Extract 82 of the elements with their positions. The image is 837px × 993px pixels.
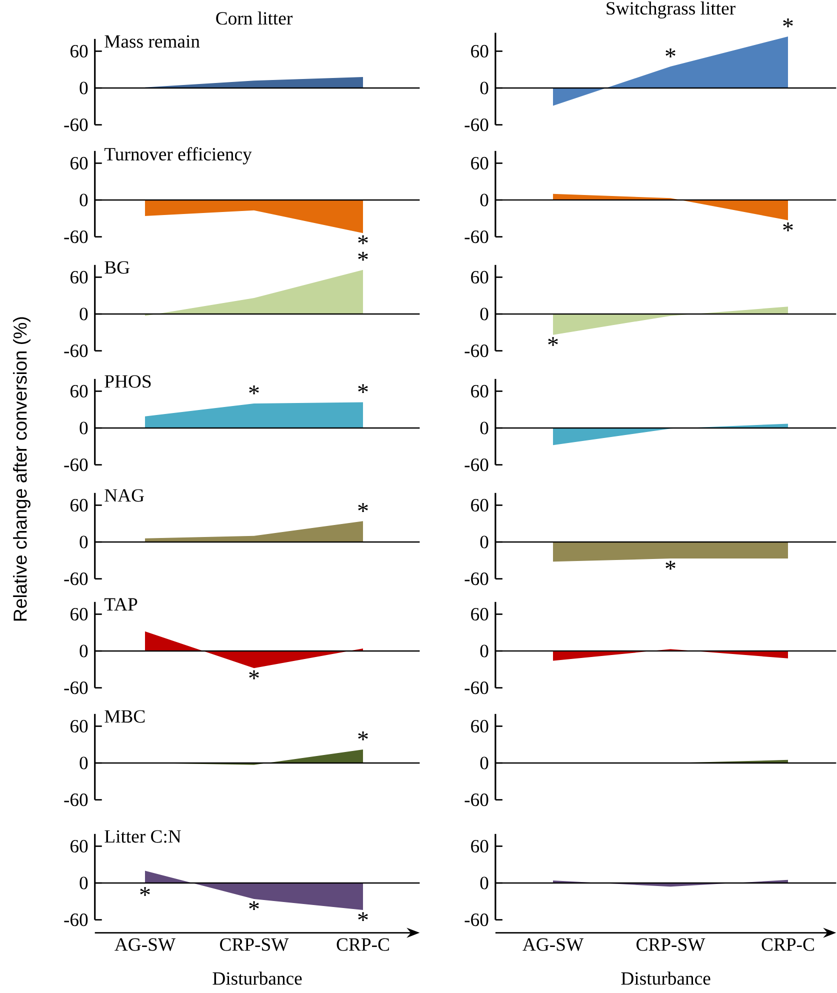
chart-title: PHOS [104,375,151,388]
y-tick-label: -60 [464,572,488,586]
y-tick-label: 0 [80,536,88,548]
y-tick-label: -60 [64,793,88,806]
y-tick-label: 0 [480,82,488,94]
y-tick-label: -60 [64,118,88,132]
annotation: * [783,222,793,232]
y-tick-label: 0 [80,422,88,434]
y-tick-label: 60 [471,498,488,512]
annotation: * [249,901,259,910]
x-tick-label: AG-SW [114,938,176,951]
y-tick-label: 60 [471,270,488,284]
y-tick-label: 60 [471,608,488,620]
chart-title: MBC [104,710,145,723]
annotation: * [358,235,368,244]
annotation: * [358,384,368,394]
annotation: * [249,385,259,394]
chart-subtitle: Switchgrass litter [606,2,736,19]
chart-subtitle: Corn litter [216,12,292,25]
x-tick-label: CRP-SW [220,938,289,951]
y-tick-label: 0 [80,194,88,206]
y-tick-label: -60 [64,230,88,244]
y-tick-label: 60 [471,840,488,852]
y-tick-label: -60 [64,681,88,694]
y-tick-label: 60 [471,720,488,732]
y-tick-label: -60 [464,118,488,132]
y-tick-label: 60 [70,156,88,170]
chart-title: Litter C:N [104,830,181,843]
annotation: * [358,912,368,922]
x-tick-label: CRP-C [336,938,389,951]
annotation: * [358,252,368,261]
y-tick-label: 0 [80,82,88,94]
y-tick-label: 0 [480,536,488,548]
y-tick-label: 0 [480,876,488,890]
y-tick-label: 60 [471,44,488,58]
annotation: * [140,887,150,896]
y-tick-label: -60 [464,230,488,244]
y-tick-label: 0 [480,194,488,206]
x-tick-label: CRP-C [762,938,814,951]
y-tick-label: 60 [70,840,88,852]
y-tick-label: 0 [80,756,88,770]
y-tick-label: -60 [464,793,488,806]
annotation: * [358,732,368,740]
annotation: * [548,337,558,346]
y-tick-label: -60 [464,344,488,358]
y-tick-label: 60 [70,720,88,732]
y-tick-label: 0 [80,644,88,658]
annotation: * [249,670,259,680]
chart-title: TAP [104,598,138,611]
y-tick-label: 60 [70,498,88,512]
y-tick-label: 0 [480,422,488,434]
y-tick-label: -60 [464,458,488,472]
y-tick-label: 60 [70,44,88,58]
chart-title: Turnover efficiency [104,147,252,164]
annotation: * [358,503,368,512]
y-tick-label: -60 [64,344,88,358]
y-tick-label: 60 [70,384,88,398]
y-tick-label: -60 [64,458,88,472]
y-tick-label: 0 [480,644,488,658]
y-tick-label: 0 [480,308,488,320]
y-tick-label: 0 [480,756,488,770]
x-tick-label: AG-SW [522,938,584,951]
x-axis-title: Disturbance [621,972,710,985]
y-axis-title: Relative change after conversion (%) [13,317,30,621]
x-tick-label: CRP-SW [636,938,706,951]
y-tick-label: 60 [70,608,88,620]
y-tick-label: 60 [471,384,488,398]
x-axis-title: Disturbance [212,972,302,985]
annotation: * [666,48,676,58]
annotation: * [783,18,793,28]
y-tick-label: -60 [464,681,488,694]
chart-title: Mass remain [104,35,200,48]
y-tick-label: 0 [80,308,88,320]
y-tick-label: 60 [70,270,88,284]
chart-title: NAG [104,489,144,502]
y-tick-label: -60 [64,913,88,926]
y-tick-label: -60 [64,572,88,586]
y-tick-label: 60 [471,156,488,170]
chart-title: BG [104,261,130,274]
annotation: * [666,560,676,570]
y-tick-label: -60 [464,913,488,926]
y-tick-label: 0 [80,876,88,890]
